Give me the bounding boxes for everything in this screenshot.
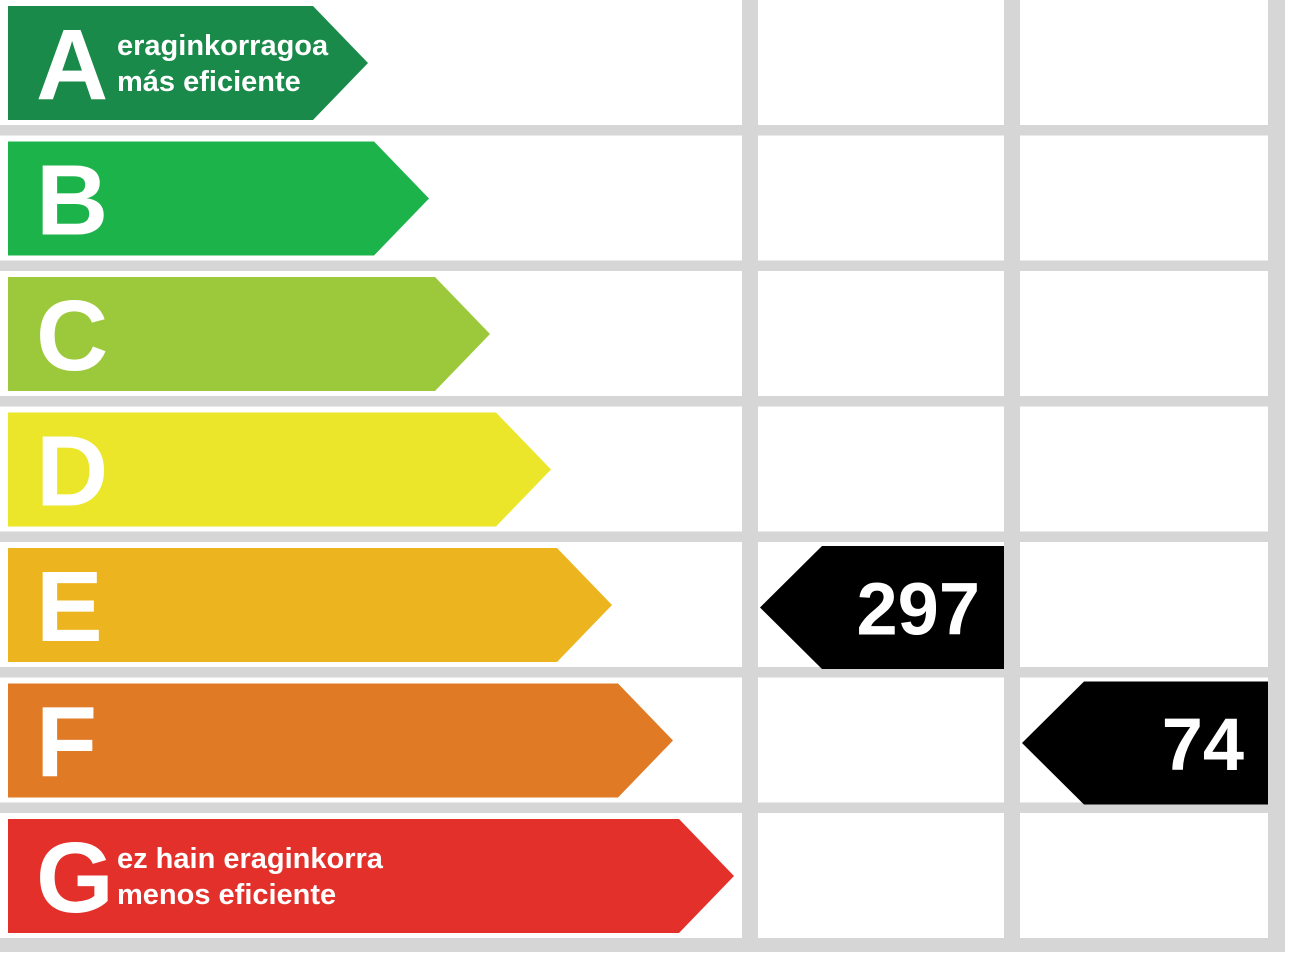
rating-marker xyxy=(760,546,1004,669)
rating-value: 74 xyxy=(1162,703,1244,786)
cell xyxy=(1020,271,1268,396)
rating-text: más eficiente xyxy=(117,66,301,98)
rating-letter: F xyxy=(36,687,97,799)
rating-text: menos eficiente xyxy=(117,879,336,911)
rating-arrow xyxy=(8,6,368,120)
cell xyxy=(758,135,1004,261)
rating-value: 297 xyxy=(857,568,980,651)
cell xyxy=(758,406,1004,532)
rating-text: ez hain eraginkorra xyxy=(117,843,384,875)
cell xyxy=(758,813,1004,938)
cell xyxy=(1020,542,1268,667)
rating-letter: E xyxy=(36,551,103,663)
rating-text: eraginkorragoa xyxy=(117,30,329,62)
cell xyxy=(1020,0,1268,125)
cell xyxy=(758,271,1004,396)
rating-arrow xyxy=(8,412,551,527)
rating-arrow xyxy=(8,277,490,391)
rating-arrow xyxy=(8,683,673,798)
rating-letter: D xyxy=(36,416,108,528)
rating-arrow xyxy=(8,141,429,256)
cell xyxy=(758,677,1004,803)
rating-arrow xyxy=(8,548,612,662)
rating-letter: G xyxy=(36,822,114,934)
cell xyxy=(1020,813,1268,938)
rating-letter: C xyxy=(36,280,108,392)
rating-letter: B xyxy=(36,145,108,257)
cell xyxy=(758,0,1004,125)
cell xyxy=(1020,406,1268,532)
cell xyxy=(1020,135,1268,261)
rating-marker xyxy=(1022,681,1268,805)
rating-arrow xyxy=(8,819,734,933)
rating-letter: A xyxy=(36,9,108,121)
